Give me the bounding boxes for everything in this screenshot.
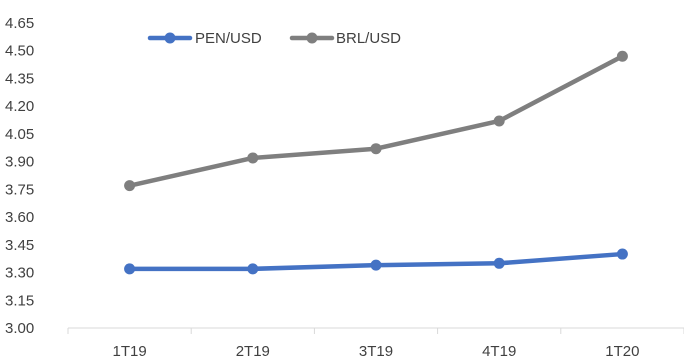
y-axis-tick-labels: 3.00 3.15 3.30 3.45 3.60 3.75 3.90 4.05 4.20 4.35… [5,15,34,337]
x-axis-tick-marks [67,328,684,334]
legend: PEN/USD BRL/USD [147,30,401,47]
y-tick-label: 3.30 [5,265,34,282]
x-tick-label: 1T20 [605,343,639,360]
data-point [493,257,505,269]
data-point [124,263,136,275]
y-tick-label: 4.35 [5,70,34,87]
y-tick-label: 3.00 [5,320,34,337]
y-tick-label: 3.90 [5,154,34,171]
x-tick-label: 2T19 [236,343,270,360]
y-tick-label: 4.20 [5,98,34,115]
x-tick-label: 4T19 [482,343,516,360]
y-tick-label: 4.50 [5,43,34,60]
y-tick-label: 3.60 [5,209,34,226]
series-layer [124,50,628,275]
y-tick-label: 3.75 [5,181,34,198]
x-tick-label: 3T19 [359,343,393,360]
legend-item: PEN/USD [147,30,262,47]
y-tick-label: 3.15 [5,292,34,309]
data-point [493,115,505,127]
legend-label: PEN/USD [195,30,262,47]
data-point [247,152,259,164]
legend-label: BRL/USD [336,30,401,47]
data-point [616,50,628,62]
data-point [370,259,382,271]
data-point [616,248,628,260]
data-point [124,180,136,192]
series-brl-usd [124,50,628,192]
data-point [247,263,259,275]
y-tick-label: 3.45 [5,237,34,254]
legend-marker [164,32,176,44]
legend-marker [306,32,318,44]
series-pen-usd [124,248,628,275]
x-tick-label: 1T19 [112,343,146,360]
x-axis-tick-labels: 1T19 2T19 3T19 4T19 1T20 [112,343,639,360]
series-line [127,54,625,188]
y-tick-label: 4.05 [5,126,34,143]
y-tick-label: 4.65 [5,15,34,32]
legend-item: BRL/USD [289,30,401,47]
data-point [370,143,382,155]
